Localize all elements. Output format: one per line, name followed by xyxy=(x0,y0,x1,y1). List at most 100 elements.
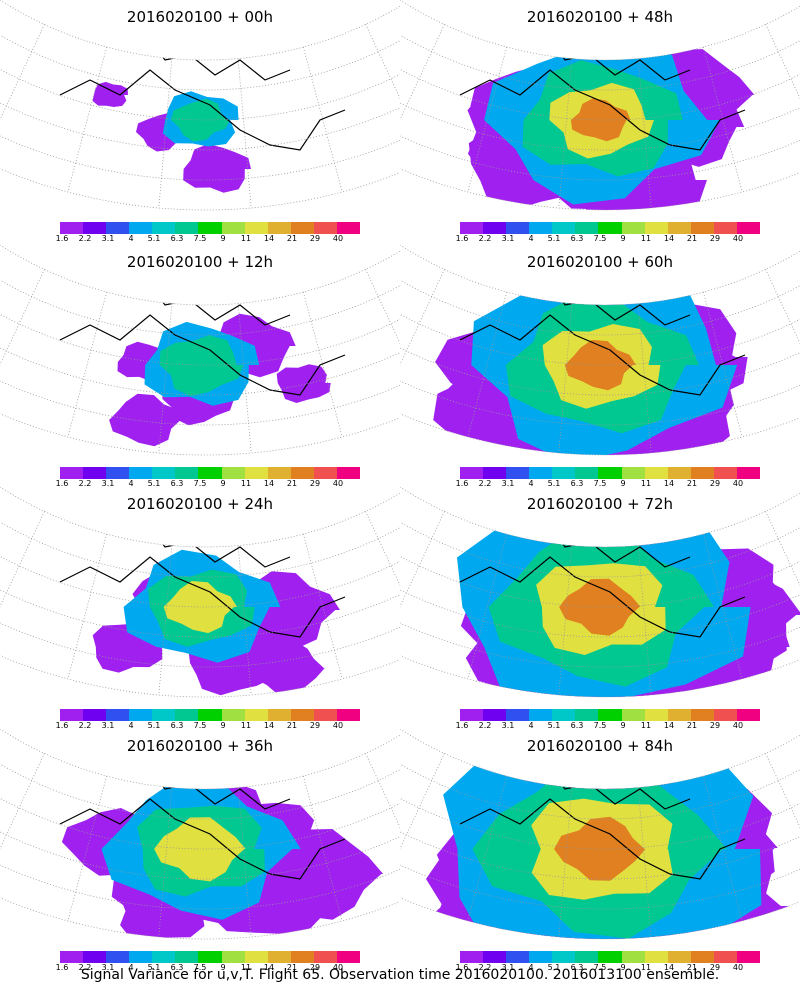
latitude-line xyxy=(0,797,400,850)
colorbar-cell xyxy=(667,222,691,234)
longitude-line xyxy=(365,269,400,345)
colorbar-cell xyxy=(483,709,507,721)
colorbar-cell xyxy=(598,951,622,963)
colorbar-cell xyxy=(736,222,761,234)
colorbar-tick-label: 11 xyxy=(240,721,252,730)
latitude-line xyxy=(0,68,400,121)
colorbar-tick-label: 14 xyxy=(263,234,275,243)
colorbar-tick-label: 2.2 xyxy=(78,963,92,972)
longitude-line xyxy=(365,511,400,587)
colorbar-tick-label: 1.6 xyxy=(455,721,469,730)
longitude-line xyxy=(67,533,108,680)
forecast-panel: 2016020100 + 84h 1.6 2.2 3.1 4 5.1 6.3 7.5 9 11 14… xyxy=(400,729,800,974)
variance-shading xyxy=(276,364,331,403)
longitude-line xyxy=(467,291,508,438)
colorbar-cell xyxy=(106,951,130,963)
colorbar-tick-label: 7.5 xyxy=(593,234,607,243)
colorbar-tick-label: 2.2 xyxy=(478,963,492,972)
colorbar-cell xyxy=(244,709,268,721)
colorbar xyxy=(60,951,361,963)
colorbar-cell xyxy=(736,951,761,963)
colorbar-tick-label: 1.6 xyxy=(455,963,469,972)
colorbar-tick-label: 5.1 xyxy=(147,721,161,730)
colorbar-tick-label: 29 xyxy=(709,479,721,488)
colorbar-tick-label: 3.1 xyxy=(501,234,515,243)
colorbar-tick-label: 29 xyxy=(709,234,721,243)
colorbar-tick-label: 9 xyxy=(620,721,626,730)
longitude-line xyxy=(0,511,45,608)
colorbar-tick-label: 4 xyxy=(128,721,134,730)
colorbar-tick-label: 40 xyxy=(732,721,744,730)
colorbar-labels: 1.6 2.2 3.1 4 5.1 6.3 7.5 9 11 14 21 29 40 xyxy=(450,963,760,975)
colorbar-cell xyxy=(106,467,130,479)
colorbar-cell xyxy=(713,222,737,234)
colorbar-tick-label: 6.3 xyxy=(170,721,184,730)
colorbar xyxy=(60,222,361,234)
colorbar-cell xyxy=(644,709,668,721)
colorbar-cell xyxy=(336,467,361,479)
colorbar-tick-label: 6.3 xyxy=(570,721,584,730)
colorbar-cell xyxy=(152,467,176,479)
colorbar-tick-label: 4 xyxy=(528,479,534,488)
forecast-panel: 2016020100 + 12h 1.6 2.2 3.1 4 5.1 6.3 7.5 9 11 14… xyxy=(0,245,400,490)
colorbar-cell xyxy=(244,951,268,963)
colorbar-cell xyxy=(267,467,291,479)
map-plot xyxy=(400,729,800,940)
forecast-panel: 2016020100 + 24h 1.6 2.2 3.1 4 5.1 6.3 7.5 9 11 14… xyxy=(0,487,400,732)
colorbar-cell xyxy=(575,951,599,963)
colorbar-cell xyxy=(713,709,737,721)
colorbar-cell xyxy=(175,222,199,234)
colorbar-cell xyxy=(552,951,576,963)
colorbar-cell xyxy=(198,951,222,963)
longitude-line xyxy=(400,269,445,366)
map-plot xyxy=(400,487,800,698)
colorbar-cell xyxy=(290,709,314,721)
colorbar-tick-label: 9 xyxy=(220,963,226,972)
colorbar-labels: 1.6 2.2 3.1 4 5.1 6.3 7.5 9 11 14 21 29 40 xyxy=(50,721,360,733)
longitude-line xyxy=(400,511,445,608)
figure-caption: Signal Variance for u,v,T. Flight 65. Ob… xyxy=(80,967,720,983)
colorbar-tick-label: 11 xyxy=(240,963,252,972)
colorbar-tick-label: 21 xyxy=(686,234,698,243)
colorbar-cell xyxy=(60,709,84,721)
colorbar-labels: 1.6 2.2 3.1 4 5.1 6.3 7.5 9 11 14 21 29 40 xyxy=(50,963,360,975)
colorbar-cell xyxy=(690,222,714,234)
latitude-line xyxy=(400,68,800,121)
colorbar-tick-label: 6.3 xyxy=(170,479,184,488)
colorbar-tick-label: 5.1 xyxy=(547,963,561,972)
colorbar-tick-label: 3.1 xyxy=(501,479,515,488)
colorbar-tick-label: 3.1 xyxy=(501,721,515,730)
map-plot xyxy=(0,729,400,940)
colorbar-cell xyxy=(129,467,153,479)
colorbar-cell xyxy=(713,467,737,479)
colorbar-cell xyxy=(106,222,130,234)
forecast-panel: 2016020100 + 72h 1.6 2.2 3.1 4 5.1 6.3 7.5 9 11 14… xyxy=(400,487,800,732)
colorbar-cell xyxy=(83,222,107,234)
colorbar-tick-label: 3.1 xyxy=(101,234,115,243)
colorbar-tick-label: 6.3 xyxy=(570,234,584,243)
colorbar-cell xyxy=(575,709,599,721)
colorbar-cell xyxy=(129,222,153,234)
colorbar-cell xyxy=(460,222,484,234)
colorbar-cell xyxy=(690,467,714,479)
colorbar-cell xyxy=(244,467,268,479)
colorbar-tick-label: 9 xyxy=(620,963,626,972)
colorbar-cell xyxy=(175,951,199,963)
longitude-line xyxy=(702,291,743,438)
colorbar-cell xyxy=(313,951,337,963)
longitude-line xyxy=(702,775,743,922)
map-plot xyxy=(0,0,400,211)
colorbar-tick-label: 7.5 xyxy=(193,479,207,488)
longitude-line xyxy=(765,753,800,829)
colorbar-cell xyxy=(667,951,691,963)
colorbar-cell xyxy=(460,709,484,721)
colorbar xyxy=(60,709,361,721)
colorbar-cell xyxy=(529,951,553,963)
colorbar-cell xyxy=(83,951,107,963)
colorbar-cell xyxy=(644,467,668,479)
latitude-line xyxy=(400,797,800,850)
panel-title: 2016020100 + 72h xyxy=(526,495,674,513)
colorbar-cell xyxy=(221,467,245,479)
colorbar-tick-label: 21 xyxy=(286,479,298,488)
longitude-line xyxy=(0,24,45,121)
